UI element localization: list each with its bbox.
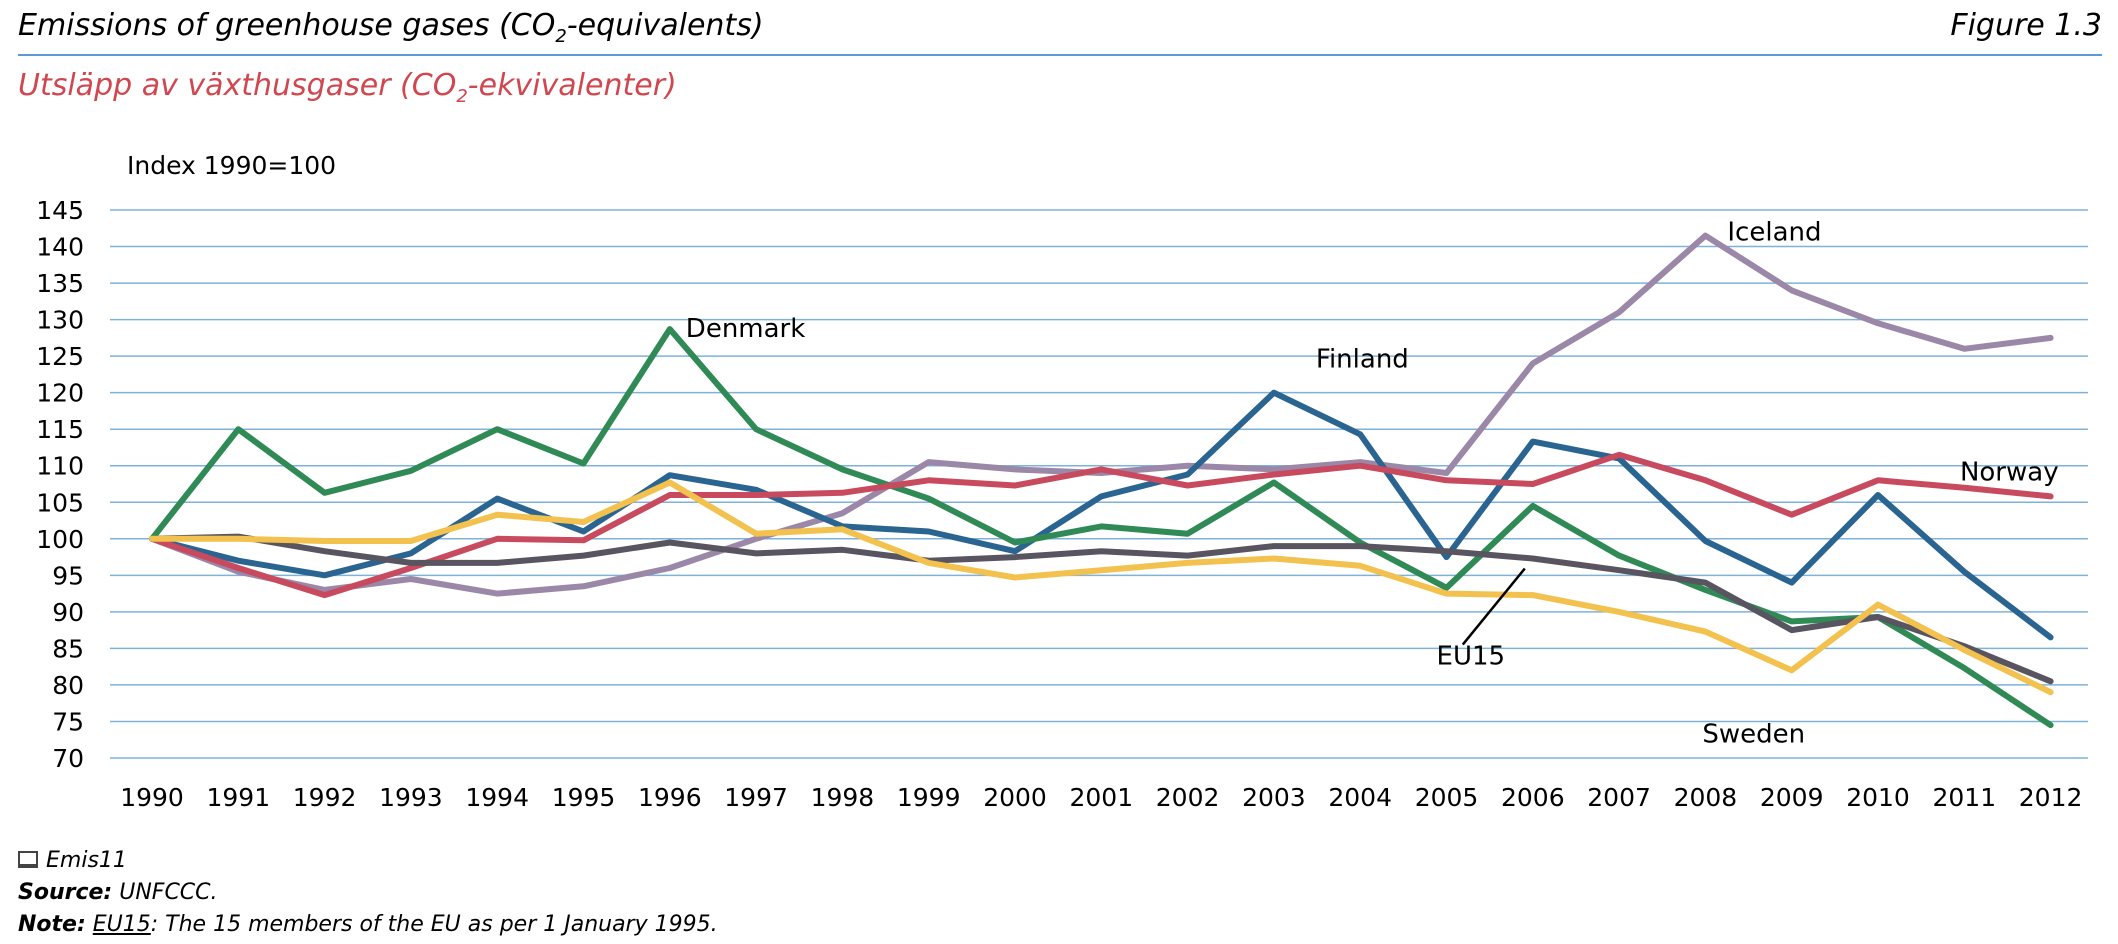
y-tick-label: 75 — [52, 707, 84, 736]
y-tick-label: 110 — [36, 452, 84, 481]
x-tick-label: 1994 — [465, 783, 529, 812]
header-bar: Emissions of greenhouse gases (CO2-equiv… — [18, 0, 2102, 56]
dataset-ref: Emis11 — [18, 848, 127, 873]
x-tick-label: 1995 — [552, 783, 616, 812]
annotation-denmark: Denmark — [686, 314, 806, 344]
x-tick-label: 1990 — [120, 783, 184, 812]
x-tick-label: 2009 — [1760, 783, 1824, 812]
figure-number: Figure 1.3 — [1950, 8, 2102, 43]
x-tick-label: 2004 — [1328, 783, 1392, 812]
y-tick-label: 105 — [36, 488, 84, 517]
y-tick-label: 95 — [52, 561, 84, 590]
series-line-iceland — [149, 232, 2054, 597]
annotation-norway: Norway — [1960, 457, 2059, 487]
x-tick-label: 1993 — [379, 783, 443, 812]
series-line-norway — [149, 451, 2054, 599]
computer-icon — [18, 851, 38, 868]
y-tick-label: 145 — [36, 196, 84, 225]
source-line: Source: UNFCCC. — [18, 880, 218, 905]
x-tick-label: 1992 — [293, 783, 357, 812]
x-tick-label: 2003 — [1242, 783, 1306, 812]
y-tick-label: 140 — [36, 233, 84, 262]
x-tick-label: 1998 — [811, 783, 875, 812]
x-tick-label: 2012 — [2019, 783, 2083, 812]
x-tick-label: 2001 — [1069, 783, 1133, 812]
x-tick-label: 1996 — [638, 783, 702, 812]
y-tick-label: 135 — [36, 269, 84, 298]
x-tick-label: 2010 — [1846, 783, 1910, 812]
y-tick-label: 85 — [52, 634, 84, 663]
x-tick-label: 2007 — [1587, 783, 1651, 812]
y-tick-label: 70 — [52, 744, 84, 773]
x-tick-label: 2011 — [1932, 783, 1996, 812]
annotation-sweden: Sweden — [1702, 719, 1805, 749]
annotations: Iceland Denmark Finland Norway EU15 Sweden — [686, 218, 2059, 750]
series-line-denmark — [149, 326, 2054, 729]
series-line-finland — [149, 389, 2054, 641]
note-line: Note: EU15: The 15 members of the EU as … — [18, 912, 718, 937]
y-tick-label: 120 — [36, 379, 84, 408]
series-line-sweden — [149, 479, 2054, 696]
x-axis-ticks: 1990 1991 1992 1993 1994 1995 1996 1997 1998 1999… — [120, 783, 2082, 812]
gridlines — [110, 209, 2088, 759]
y-tick-label: 80 — [52, 671, 84, 700]
x-tick-label: 2005 — [1415, 783, 1479, 812]
series-lines — [149, 232, 2054, 729]
series-line-eu15 — [149, 533, 2054, 685]
eu15-leader-line — [1461, 567, 1526, 646]
chart-title: Emissions of greenhouse gases (CO2-equiv… — [18, 8, 764, 47]
x-tick-label: 1991 — [206, 783, 270, 812]
annotation-finland: Finland — [1316, 345, 1409, 375]
x-tick-label: 2008 — [1674, 783, 1738, 812]
y-axis-label: Index 1990=100 — [127, 151, 336, 180]
x-tick-label: 1997 — [724, 783, 788, 812]
y-tick-label: 100 — [36, 525, 84, 554]
annotation-iceland: Iceland — [1727, 218, 1821, 248]
note-term-link[interactable]: EU15 — [92, 912, 151, 937]
annotation-eu15: EU15 — [1437, 642, 1506, 672]
x-tick-label: 2006 — [1501, 783, 1565, 812]
y-tick-label: 125 — [36, 342, 84, 371]
x-tick-label: 2000 — [983, 783, 1047, 812]
x-tick-label: 1999 — [897, 783, 961, 812]
y-axis-ticks: 70 75 80 85 90 95 100 105 110 115 120 125 130 135 140 1… — [36, 196, 84, 773]
y-tick-label: 90 — [52, 598, 84, 627]
x-tick-label: 2002 — [1156, 783, 1220, 812]
y-tick-label: 115 — [36, 415, 84, 444]
chart-subtitle: Utsläpp av växthusgaser (CO2-ekvivalente… — [18, 68, 677, 107]
y-tick-label: 130 — [36, 306, 84, 335]
